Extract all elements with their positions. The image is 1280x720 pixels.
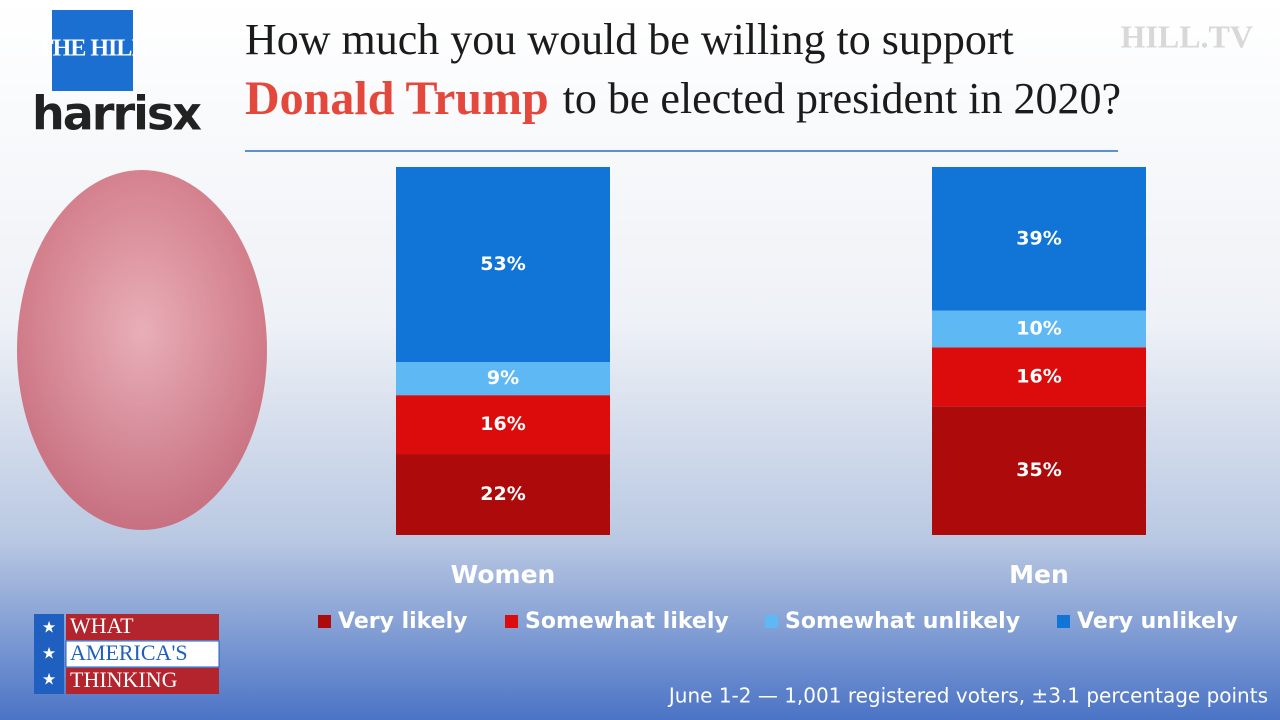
logo-box [52,10,133,91]
footnote: June 1-2 — 1,001 registered voters, ±3.1… [667,684,1268,708]
bar-segment [932,310,1146,348]
badge-stars [34,614,64,694]
legend-swatch [505,615,518,628]
badge-row [65,640,220,668]
bar-segment [396,395,610,455]
bar-segment [932,406,1146,535]
legend-label: Very likely [338,609,468,634]
x-tick-label: Men [1009,560,1069,589]
badge-row [66,668,219,694]
legend-swatch [1057,615,1070,628]
bar-segment [396,167,610,363]
legend-swatch [318,615,331,628]
value-label: 22% [480,483,525,505]
badge-text: AMERICA'S [70,640,188,665]
chart-title: How much you would be willing to support [245,15,1014,64]
value-label: 16% [480,413,525,435]
legend-label: Somewhat likely [525,609,729,634]
badge-star: ★ [42,618,56,637]
value-label: 10% [1016,317,1061,339]
legend-label: Very unlikely [1077,609,1238,634]
watermark: HILL.TV [1121,18,1253,54]
title-highlight: Donald Trump [245,72,549,125]
portrait [17,170,267,530]
title-rest: to be elected president in 2020? [563,74,1121,123]
x-tick-label: Women [451,560,556,589]
bar-segment [396,362,610,396]
logo-bottom: harrisx [32,87,201,141]
logo-top: THE HILL [38,36,147,62]
bar-segment [932,347,1146,407]
value-label: 9% [487,367,519,389]
bar-segment [396,454,610,535]
bar-segment [932,167,1146,311]
badge-text: WHAT [70,613,134,638]
badge-star: ★ [42,670,56,689]
badge-text: THINKING [70,667,178,692]
legend-swatch [765,615,778,628]
value-label: 35% [1016,459,1061,481]
legend-label: Somewhat unlikely [785,609,1020,634]
value-label: 16% [1016,365,1061,387]
badge-row [66,614,219,640]
value-label: 39% [1016,227,1061,249]
badge-star: ★ [42,644,56,663]
value-label: 53% [480,253,525,275]
